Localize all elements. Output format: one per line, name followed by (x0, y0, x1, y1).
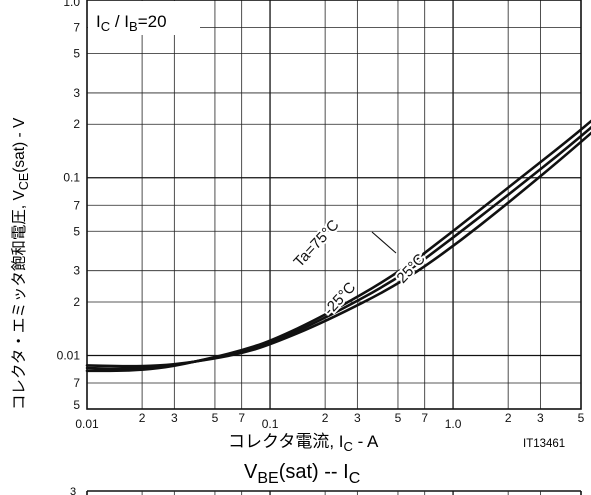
condition-sub1: C (101, 19, 110, 34)
y-tick-label: 2 (73, 295, 80, 309)
x-tick-label: 0.1 (262, 417, 279, 431)
series-annotation: Ta=75°CTa=75°C (288, 215, 344, 273)
y-tick-label: 1.0 (63, 0, 80, 9)
x-tick-label: 3 (171, 411, 178, 425)
condition-box (88, 1, 200, 35)
x-tick-label: 5 (395, 411, 402, 425)
series-annotation: 25°C25°C (391, 248, 430, 288)
annotation-text: Ta=75°C (290, 217, 342, 271)
chart-series (85, 119, 591, 373)
y-tick-labels: 1.0 7 5 3 2 0.1 7 5 3 2 0.01 7 5 (57, 0, 81, 412)
y-tick-label: 2 (73, 117, 80, 131)
y-tick-label: 7 (73, 376, 80, 390)
x-axis-label-sub: C (344, 439, 353, 454)
condition-label: IC / IB=20 (96, 12, 167, 34)
y-axis-label: コレクタ・エミッタ飽和電圧, VCE(sat) - V (10, 117, 31, 410)
y-axis-label-main: コレクタ・エミッタ飽和電圧, V (10, 190, 28, 410)
y-tick-label: 7 (73, 198, 80, 212)
y-tick-label: 3 (73, 264, 80, 278)
second-title-main: V (244, 461, 258, 483)
y-tick-label: 0.01 (57, 348, 81, 362)
x-tick-label: 3 (537, 411, 544, 425)
second-chart-grid (141, 491, 541, 495)
y-tick-label: 3 (73, 86, 80, 100)
x-tick-label: 7 (238, 411, 245, 425)
second-title-rest: (sat) -- I (279, 461, 349, 483)
condition-sep: / I (110, 12, 129, 31)
figure-code: IT13461 (523, 438, 565, 450)
series-line (85, 119, 591, 373)
second-chart-y-tick: 3 (70, 486, 76, 495)
x-tick-label: 3 (354, 411, 361, 425)
y-axis-label-rest: (sat) - V (11, 117, 28, 173)
y-tick-label: 5 (73, 398, 80, 412)
second-title-sub: BE (257, 470, 278, 487)
series-line (85, 125, 591, 371)
y-tick-label: 5 (73, 224, 80, 238)
y-tick-label: 0.1 (63, 171, 80, 185)
x-tick-label: 2 (139, 411, 146, 425)
condition-main: I (96, 12, 101, 31)
x-tick-label: 5 (212, 411, 219, 425)
y-tick-label: 5 (73, 47, 80, 61)
x-tick-label: 2 (322, 411, 329, 425)
second-title-sub2: C (349, 470, 361, 487)
annotation-leader (371, 231, 397, 254)
chart-grid (87, 0, 581, 409)
x-tick-label: 1.0 (445, 417, 462, 431)
x-axis-label-main: コレクタ電流, I (228, 432, 344, 451)
annotation-text: 25°C (393, 250, 428, 286)
series-line (85, 131, 591, 368)
x-tick-label: 7 (421, 411, 428, 425)
x-tick-label: 0.01 (75, 417, 99, 431)
x-axis-label-rest: - A (353, 432, 379, 451)
x-tick-label: 2 (505, 411, 512, 425)
second-chart-title: VBE(sat) -- IC (244, 461, 360, 487)
condition-sub2: B (129, 19, 138, 34)
x-axis-label: コレクタ電流, IC - A (228, 432, 379, 454)
plot-frame (86, 0, 582, 410)
y-tick-label: 7 (73, 21, 80, 35)
x-tick-label: 5 (578, 411, 585, 425)
condition-rest: =20 (138, 12, 167, 31)
y-axis-label-sub: CE (17, 173, 31, 190)
